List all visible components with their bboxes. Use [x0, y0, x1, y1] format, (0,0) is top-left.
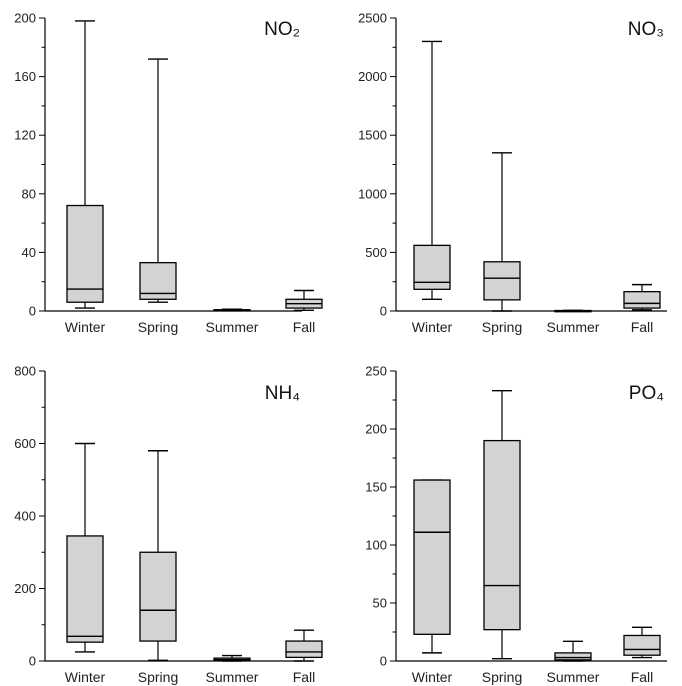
box-summer: [213, 654, 251, 662]
y-tick-label: 2000: [358, 69, 387, 84]
iqr-box: [483, 439, 521, 631]
x-category-label: Spring: [482, 319, 522, 335]
panel-3: 0 50 100 150 200 250 PO₄ Winter Spring Summer Fall: [365, 364, 667, 685]
x-category-label: Fall: [631, 669, 654, 685]
x-category-label: Fall: [293, 319, 316, 335]
panel-title: NO₂: [264, 19, 300, 40]
box-summer: [554, 309, 592, 313]
box-summer: [213, 308, 251, 312]
x-category-label: Spring: [138, 319, 178, 335]
iqr-box: [554, 652, 592, 661]
x-category-label: Summer: [206, 319, 259, 335]
panel-0: 0 40 80 120 160 200 NO₂ Winter Spring Summer Fall: [14, 11, 323, 335]
x-category-label: Summer: [547, 669, 600, 685]
y-tick-label: 100: [365, 538, 387, 553]
box-winter: [66, 442, 104, 653]
x-category-label: Winter: [412, 669, 453, 685]
x-category-label: Spring: [138, 669, 178, 685]
x-category-label: Fall: [293, 669, 316, 685]
x-category-label: Winter: [65, 319, 106, 335]
y-tick-label: 0: [380, 304, 387, 319]
y-tick-label: 800: [14, 364, 36, 379]
panel-title: NO₃: [628, 19, 664, 40]
box-winter: [413, 479, 451, 654]
box-fall: [623, 626, 661, 659]
y-tick-label: 200: [365, 422, 387, 437]
x-category-label: Fall: [631, 319, 654, 335]
iqr-box: [66, 204, 104, 303]
iqr-box: [623, 291, 661, 309]
y-tick-label: 0: [29, 654, 36, 669]
panel-2: 0 200 400 600 800 NH₄ Winter Spring Summer Fall: [14, 364, 323, 685]
iqr-box: [623, 634, 661, 656]
y-tick-label: 250: [365, 364, 387, 379]
y-tick-label: 200: [14, 11, 36, 26]
y-tick-label: 600: [14, 436, 36, 451]
iqr-box: [413, 479, 451, 635]
x-category-label: Winter: [412, 319, 453, 335]
y-tick-label: 150: [365, 480, 387, 495]
y-tick-label: 1000: [358, 186, 387, 201]
iqr-box: [483, 261, 521, 301]
box-spring: [483, 152, 521, 312]
iqr-box: [66, 535, 104, 643]
y-tick-label: 120: [14, 128, 36, 143]
iqr-box: [139, 551, 177, 642]
iqr-box: [285, 640, 323, 659]
box-winter: [66, 20, 104, 309]
x-category-label: Summer: [547, 319, 600, 335]
box-summer: [554, 640, 592, 662]
panel-title: PO₄: [629, 383, 664, 404]
box-spring: [483, 390, 521, 660]
y-tick-label: 1500: [358, 128, 387, 143]
panel-1: 0 500 1000 1500 2000 2500 NO₃ Winter Spring Summe…: [358, 11, 667, 335]
y-tick-label: 50: [373, 596, 387, 611]
y-tick-label: 400: [14, 509, 36, 524]
panel-title: NH₄: [265, 383, 300, 404]
x-category-label: Winter: [65, 669, 106, 685]
y-tick-label: 0: [29, 304, 36, 319]
y-tick-label: 2500: [358, 11, 387, 26]
box-fall: [285, 629, 323, 662]
x-category-label: Summer: [206, 669, 259, 685]
y-tick-label: 200: [14, 581, 36, 596]
y-tick-label: 80: [22, 186, 36, 201]
box-fall: [623, 283, 661, 311]
box-winter: [413, 40, 451, 300]
box-fall: [285, 289, 323, 311]
y-tick-label: 0: [380, 654, 387, 669]
y-tick-label: 160: [14, 69, 36, 84]
box-spring: [139, 58, 177, 303]
x-category-label: Spring: [482, 669, 522, 685]
y-tick-label: 40: [22, 245, 36, 260]
box-spring: [139, 450, 177, 661]
y-tick-label: 500: [365, 245, 387, 260]
